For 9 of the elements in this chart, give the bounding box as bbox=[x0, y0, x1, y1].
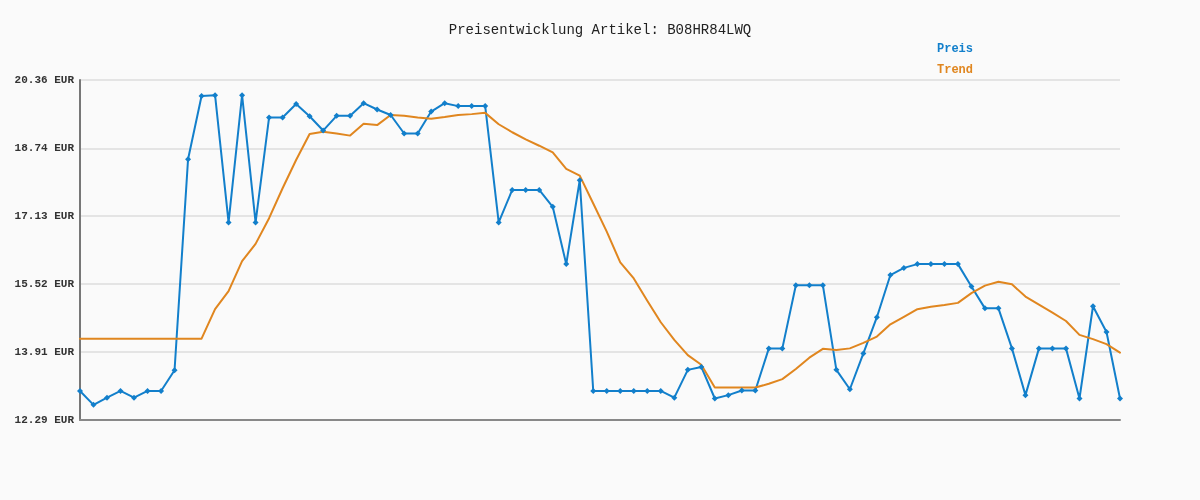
y-tick-label: 20.36 EUR bbox=[14, 74, 75, 86]
text: Preis bbox=[936, 42, 974, 56]
y-tick-label: 12.29 EUR bbox=[14, 414, 75, 426]
chart-title: Preisentwicklung Artikel: B08HR84LWQ bbox=[448, 22, 752, 38]
y-tick-label: 17.13 EUR bbox=[14, 210, 75, 223]
text: Trend bbox=[936, 63, 974, 77]
y-tick-label: 18.74 EUR bbox=[14, 142, 75, 155]
y-tick-label: 13.91 EUR bbox=[14, 345, 75, 358]
y-tick-label: 15.52 EUR bbox=[14, 277, 75, 290]
